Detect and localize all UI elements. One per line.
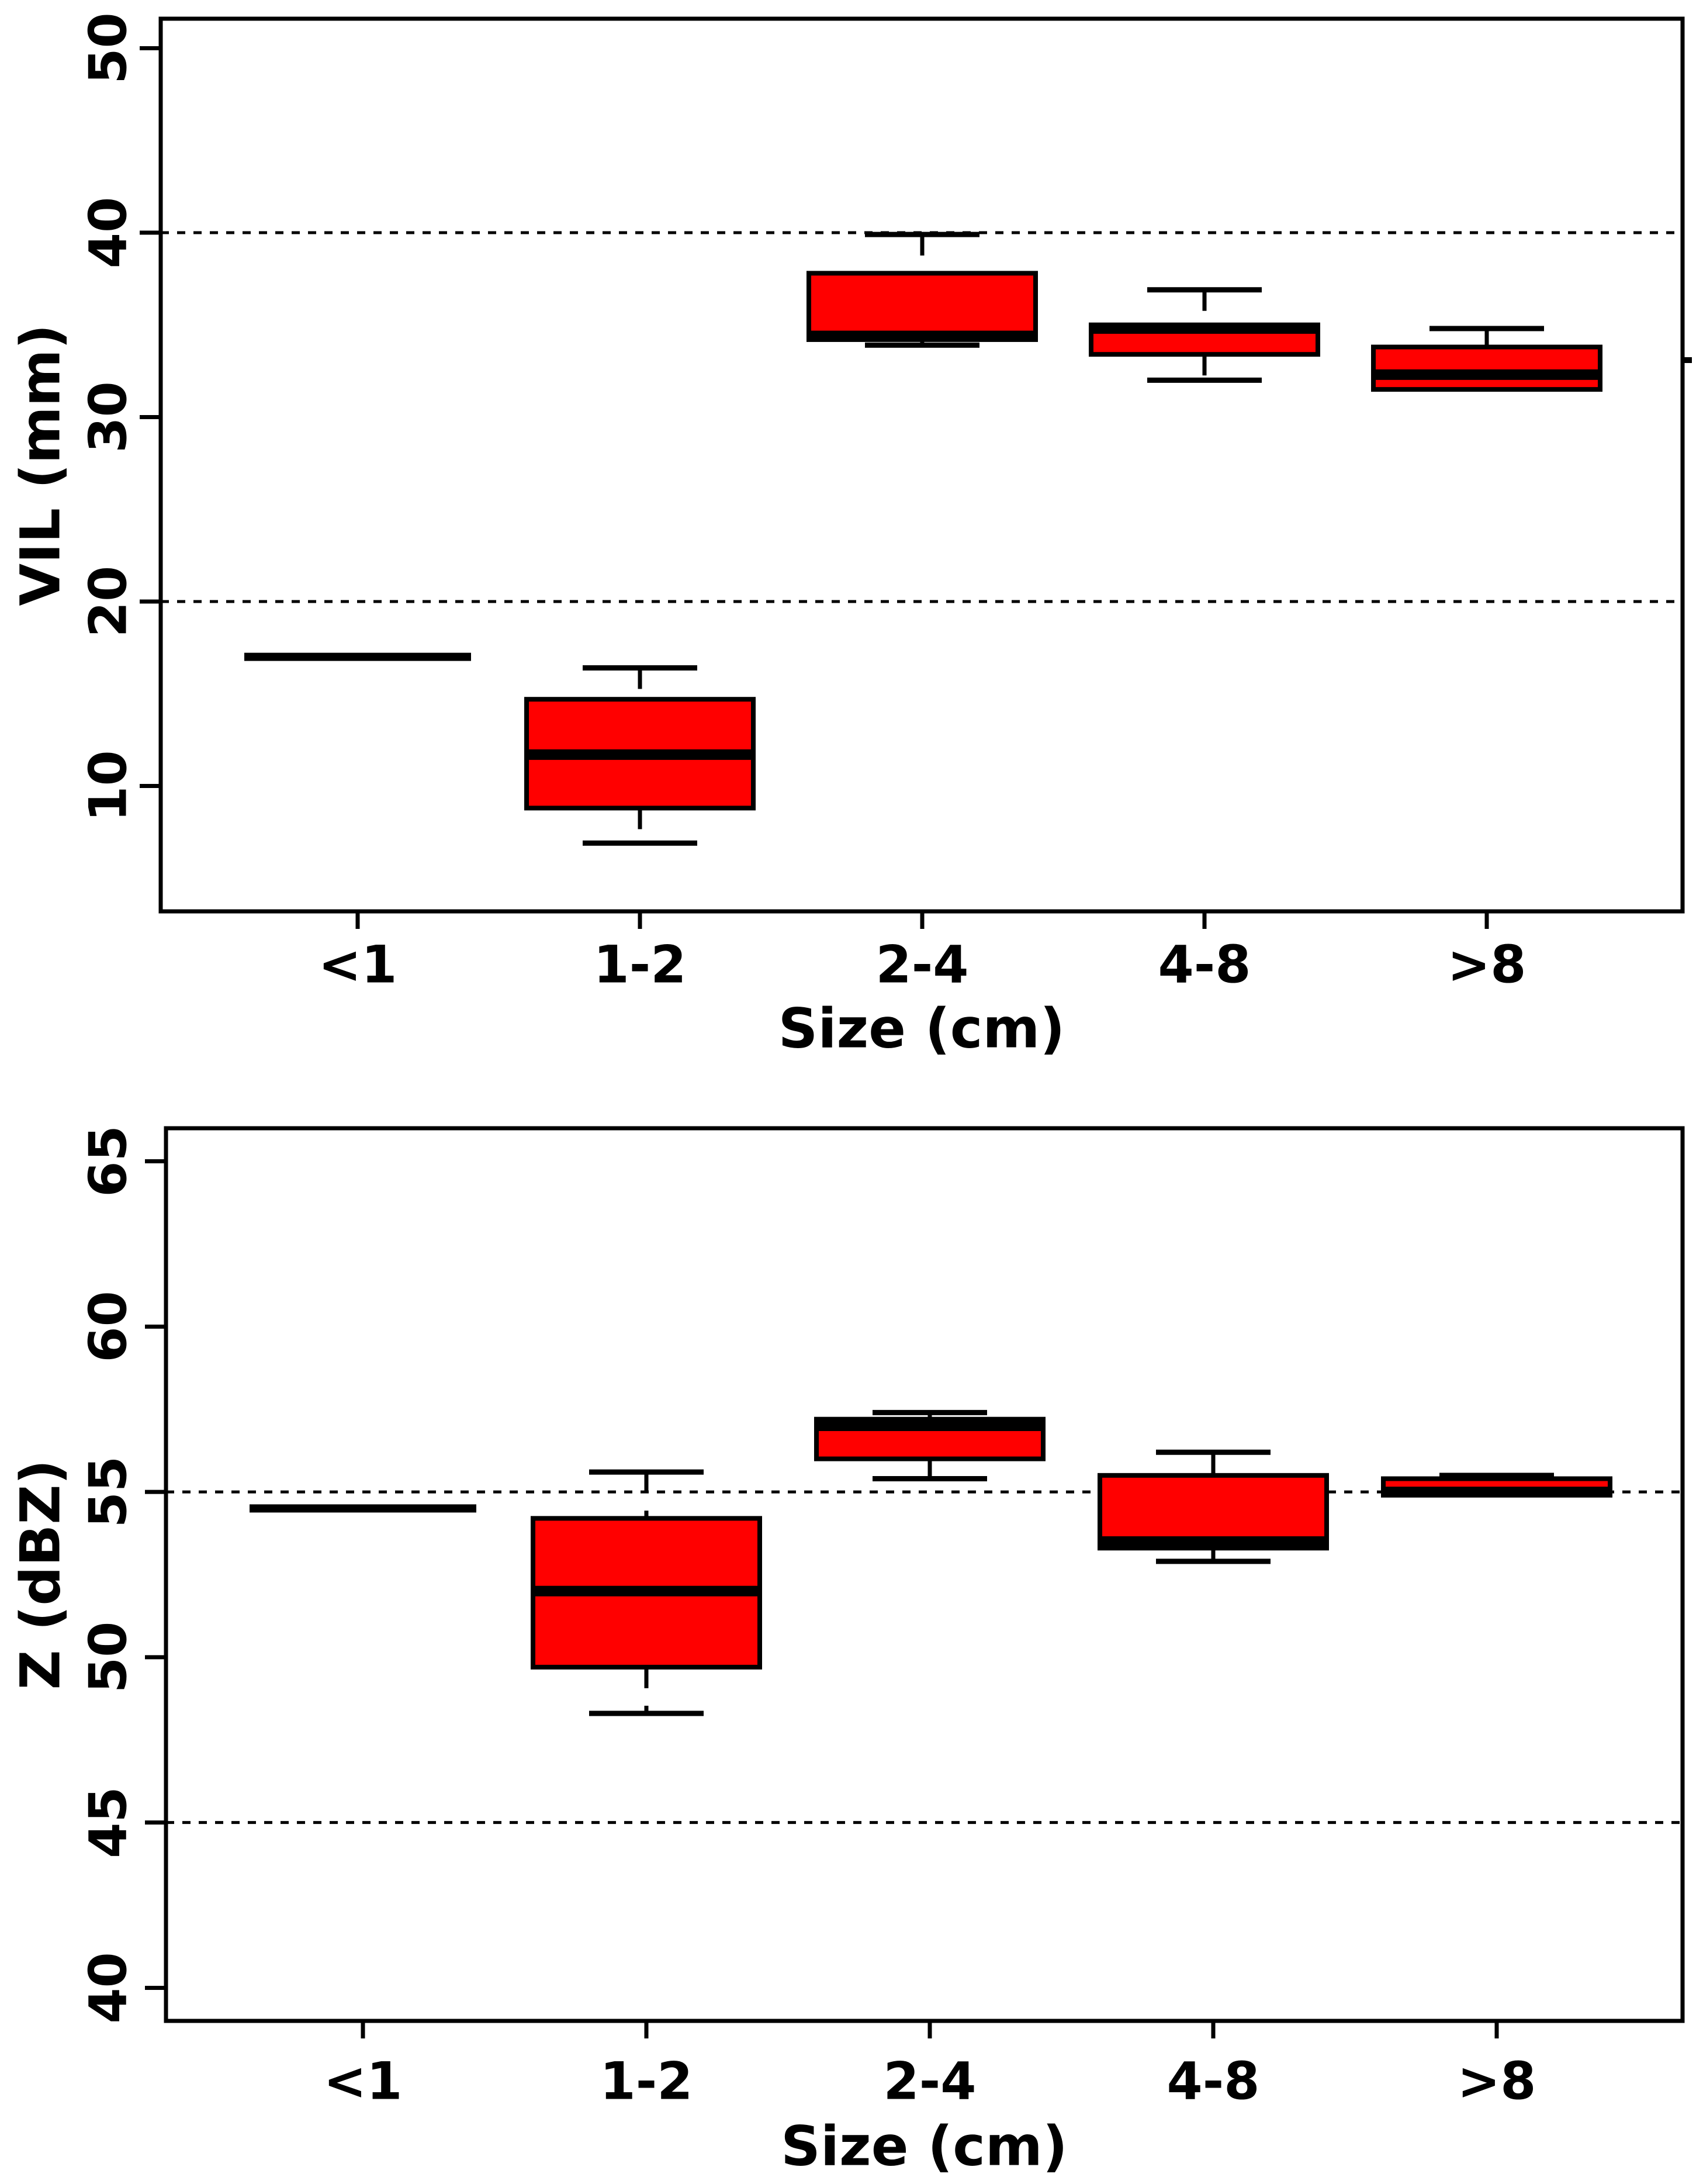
y-tick-label: 65 — [78, 1125, 139, 1197]
y-tick-label: 40 — [78, 1952, 139, 2023]
plot-border — [164, 1126, 1685, 2023]
y-tick-label: 30 — [78, 381, 139, 452]
x-tick-label: >8 — [1458, 2051, 1536, 2112]
x-tick-label: <1 — [319, 935, 397, 995]
x-tick-label: 1-2 — [594, 935, 687, 995]
plot-border — [158, 16, 1685, 914]
y-axis-title: VIL (mm) — [9, 324, 73, 606]
y-tick-label: 10 — [78, 750, 139, 821]
x-tick-label: >8 — [1448, 935, 1527, 995]
y-tick-label: 40 — [78, 197, 139, 268]
x-tick-label: 4-8 — [1158, 935, 1251, 995]
x-tick-label: <1 — [324, 2051, 403, 2112]
iqr-box — [1098, 1473, 1329, 1551]
x-tick-label: 4-8 — [1167, 2051, 1260, 2112]
y-tick-label: 55 — [78, 1456, 139, 1528]
x-tick-label: 2-4 — [884, 2051, 977, 2112]
y-axis-title: Z (dBZ) — [9, 1460, 73, 1690]
y-tick-label: 50 — [78, 12, 139, 84]
y-tick-label: 50 — [78, 1622, 139, 1693]
x-axis-title: Size (cm) — [781, 2115, 1068, 2179]
iqr-box — [1371, 344, 1602, 392]
x-tick-label: 2-4 — [876, 935, 969, 995]
y-tick-label: 60 — [78, 1291, 139, 1362]
y-tick-label: 20 — [78, 566, 139, 637]
y-tick-label: 45 — [78, 1786, 139, 1858]
iqr-box — [806, 271, 1038, 342]
x-tick-label: 1-2 — [600, 2051, 693, 2112]
x-axis-title: Size (cm) — [778, 997, 1065, 1061]
